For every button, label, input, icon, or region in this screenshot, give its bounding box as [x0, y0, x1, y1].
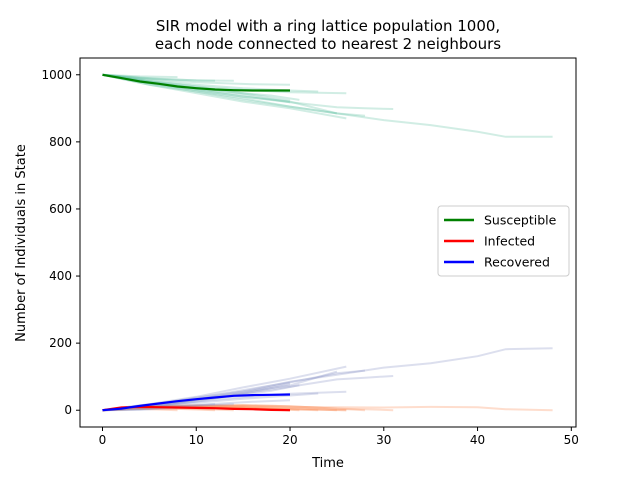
x-tick-label-40: 40: [470, 433, 485, 447]
x-tick-label-20: 20: [282, 433, 297, 447]
x-tick-label-50: 50: [564, 433, 579, 447]
run-line-susceptible-3: [102, 73, 347, 120]
run-line-susceptible-13: [102, 73, 216, 82]
run-line-recovered-7: [102, 392, 319, 412]
run-line-susceptible-2: [102, 73, 366, 117]
legend-label-recovered: Recovered: [484, 255, 550, 270]
run-line-infected-8: [102, 407, 234, 412]
run-line-susceptible-5: [102, 73, 347, 95]
y-tick-label-400: 400: [49, 269, 72, 283]
chart-title-line-2: each node connected to nearest 2 neighbo…: [155, 35, 501, 53]
legend-box: [437, 205, 570, 277]
y-tick-label-800: 800: [49, 135, 72, 149]
series-line-recovered: [102, 393, 291, 412]
plot-frame: [79, 57, 577, 428]
y-axis-label: Number of Individuals in State: [14, 144, 29, 342]
y-tick-label-200: 200: [49, 336, 72, 350]
run-line-susceptible-8: [102, 73, 234, 82]
run-line-recovered-12: [102, 383, 291, 412]
mean-series: [102, 73, 291, 412]
run-line-infected-0: [102, 404, 553, 412]
legend-label-susceptible: Susceptible: [484, 213, 557, 228]
chart-title-line-1: SIR model with a ring lattice population…: [156, 17, 500, 35]
x-tick-label-30: 30: [376, 433, 391, 447]
run-line-susceptible-12: [102, 73, 291, 102]
y-axis: 0 200 400 600 800 1000: [41, 68, 80, 417]
run-line-susceptible-0: [102, 73, 553, 138]
run-line-recovered-1: [102, 375, 394, 412]
legend: Susceptible Infected Recovered: [437, 205, 570, 277]
x-tick-label-0: 0: [99, 433, 107, 447]
run-line-recovered-9: [102, 399, 291, 412]
run-line-susceptible-9: [102, 73, 291, 86]
run-line-susceptible-10: [102, 73, 178, 79]
y-tick-label-0: 0: [64, 403, 72, 417]
y-tick-label-600: 600: [49, 202, 72, 216]
x-tick-label-10: 10: [189, 433, 204, 447]
x-axis-label: Time: [311, 456, 344, 471]
x-axis: 0 10 20 30 40 50: [99, 427, 579, 447]
run-line-susceptible-7: [102, 73, 319, 93]
chart-title: SIR model with a ring lattice population…: [155, 17, 501, 53]
legend-label-infected: Infected: [484, 234, 535, 249]
series-line-susceptible: [102, 73, 290, 92]
y-tick-label-1000: 1000: [41, 68, 72, 82]
